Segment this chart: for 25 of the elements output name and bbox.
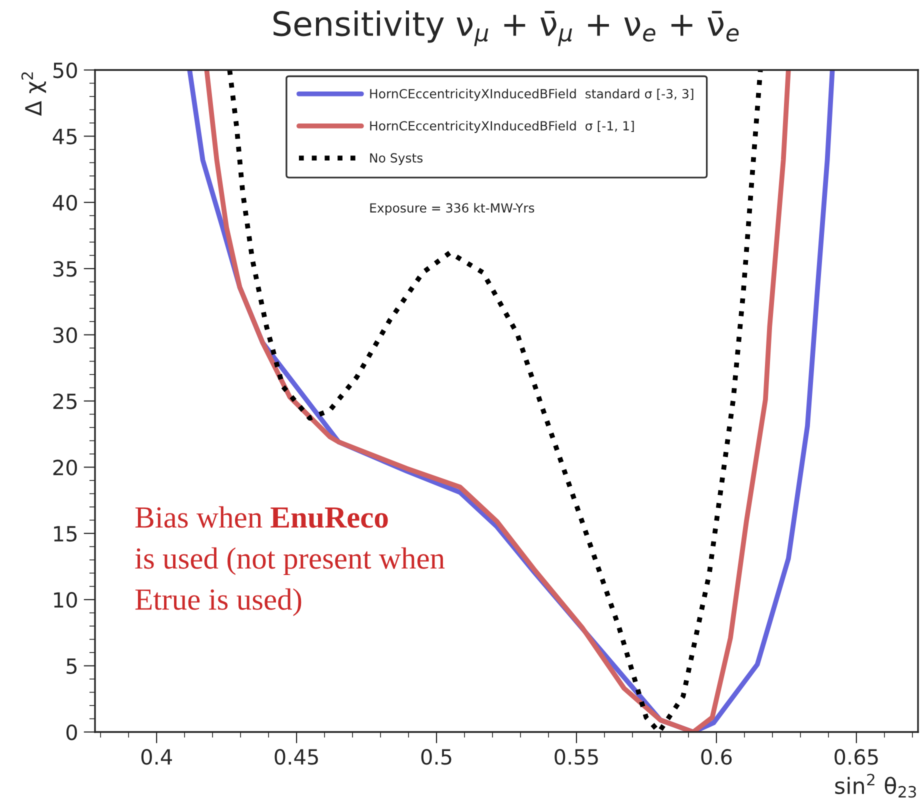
legend-label: No Systs: [370, 153, 423, 166]
y-tick-label: 50: [53, 62, 77, 78]
x-tick-label: 0.55: [554, 749, 598, 765]
chart-title: Sensitivity ν$_{μ}$ + ν̄$_{μ}$ + ν$_{e}$ + ν̄$_{e}$: [274, 10, 739, 46]
x-tick-label: 0.45: [274, 749, 318, 765]
annotation: Bias when EnuReco is used (not present when Etrue is used): [135, 506, 445, 616]
annotation: Exposure = 336 kt-MW-Yrs: [370, 202, 534, 216]
y-tick-label: 20: [53, 460, 77, 476]
y-tick-label: 25: [53, 393, 77, 410]
y-tick-label: 35: [53, 261, 77, 277]
x-tick-label: 0.65: [834, 749, 878, 765]
y-tick-label: 5: [66, 658, 77, 674]
y-tick-label: 40: [52, 194, 77, 211]
x-tick-label: 0.5: [421, 749, 452, 765]
y-tick-label: 0: [66, 724, 77, 740]
legend-label: HornCEccentricityXInducedBField standard σ [-3, 3]: [370, 88, 694, 101]
y-tick-label: 45: [52, 128, 77, 144]
y-tick-label: 10: [54, 592, 77, 608]
x-tick-label: 0.6: [701, 749, 732, 765]
legend-label: HornCEccentricityXInducedBField σ [-1, 1]: [370, 120, 634, 133]
y-axis-title: Δ χ$^{2}$: [21, 72, 46, 116]
x-tick-label: 0.4: [141, 749, 172, 765]
x-axis-title: sin$^{2}$ θ$_{23}$: [835, 774, 916, 798]
y-tick-label: 30: [53, 327, 77, 344]
y-tick-label: 15: [54, 526, 77, 542]
